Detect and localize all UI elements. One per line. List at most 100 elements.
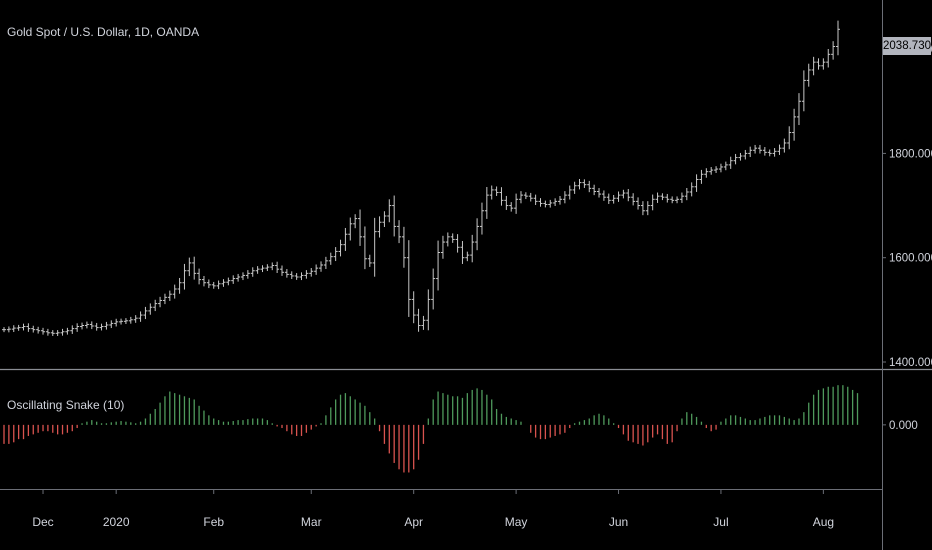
time-tick-label: Dec: [32, 515, 53, 529]
price-bar: [494, 186, 499, 196]
price-bar: [489, 185, 494, 200]
price-bar: [684, 187, 689, 201]
time-tick-label: Feb: [203, 515, 224, 529]
price-bar: [484, 186, 489, 219]
price-bar: [128, 316, 133, 324]
price-bar: [358, 209, 363, 246]
price-bar: [148, 303, 153, 315]
price-bar: [143, 306, 148, 320]
price-axis[interactable]: 1400.0001600.0001800.0002000.000: [882, 44, 932, 369]
price-bar: [294, 273, 299, 280]
price-bar: [548, 199, 553, 208]
price-bar: [236, 273, 241, 282]
price-bar: [631, 193, 636, 206]
price-bar: [387, 199, 392, 223]
price-bar: [465, 251, 470, 262]
price-bar: [562, 191, 567, 204]
price-bar: [538, 198, 543, 207]
price-bar: [626, 189, 631, 202]
price-bar: [16, 324, 21, 331]
price-bar: [319, 261, 324, 272]
price-bar: [553, 198, 558, 207]
price-bar: [723, 161, 728, 171]
price-bar: [411, 291, 416, 324]
price-bar: [801, 70, 806, 112]
price-bar: [601, 190, 606, 201]
price-bar: [55, 330, 60, 337]
price-bar: [650, 194, 655, 211]
price-bar: [314, 264, 319, 275]
price-bar: [260, 265, 265, 273]
price-bar: [280, 265, 284, 276]
price-bar: [36, 326, 41, 334]
price-bar: [245, 270, 250, 279]
price-bar: [255, 266, 260, 274]
price-bar: [440, 235, 445, 259]
price-bar: [782, 138, 787, 153]
price-bar: [372, 217, 377, 277]
price-bar: [192, 256, 197, 280]
price-bar: [606, 193, 611, 204]
price-bar: [304, 270, 309, 279]
price-bar: [816, 58, 821, 70]
price-bar: [309, 268, 314, 277]
price-bar: [509, 202, 514, 212]
price-bar: [41, 327, 46, 335]
price-bar: [26, 323, 31, 332]
price-tick-label: 1400.000: [889, 357, 932, 369]
time-axis[interactable]: Dec 2020 Feb Mar Apr May Jun Jul Aug: [32, 490, 834, 529]
price-bar: [645, 201, 650, 216]
price-bar: [572, 181, 577, 194]
price-bar: [831, 41, 836, 60]
price-bar: [728, 156, 733, 169]
price-bar: [367, 254, 372, 267]
price-bar: [528, 192, 533, 202]
price-bar: [670, 196, 675, 204]
price-bar: [270, 262, 275, 271]
price-bar: [499, 187, 504, 206]
price-bar: [338, 239, 343, 257]
price-bar: [206, 279, 211, 289]
price-bar: [226, 277, 231, 286]
price-bar: [182, 263, 187, 290]
price-bar: [767, 149, 772, 157]
price-bar: [714, 166, 719, 173]
price-bar: [177, 277, 182, 294]
time-tick-label: Jul: [713, 515, 728, 529]
price-bar: [289, 271, 294, 280]
price-bar: [250, 267, 255, 277]
indicator-title[interactable]: Oscillating Snake (10): [7, 398, 125, 412]
price-bar: [45, 328, 50, 336]
price-bar: [475, 218, 480, 251]
price-bar: [577, 178, 582, 190]
price-bar: [636, 197, 641, 210]
indicator-axis[interactable]: 0.000: [882, 420, 918, 432]
price-bar: [362, 226, 367, 270]
symbol-title[interactable]: Gold Spot / U.S. Dollar, 1D, OANDA: [7, 25, 200, 39]
indicator-pane[interactable]: [3, 385, 859, 473]
price-bar: [470, 234, 475, 263]
time-tick-label: Jun: [609, 515, 628, 529]
price-bar: [592, 184, 597, 196]
price-bar: [6, 326, 11, 333]
price-bar: [123, 318, 128, 325]
price-bar: [153, 299, 158, 312]
time-tick-label: Aug: [813, 515, 834, 529]
price-bar: [431, 268, 436, 310]
price-bar: [455, 234, 460, 253]
price-bar: [158, 296, 163, 308]
price-bar: [167, 290, 172, 301]
price-bar: [821, 58, 826, 70]
price-pane[interactable]: [2, 20, 840, 337]
price-bar: [392, 195, 397, 237]
price-bar: [611, 195, 616, 204]
price-bar: [709, 167, 714, 175]
price-bar: [436, 240, 441, 291]
price-bar: [450, 233, 455, 243]
price-bar: [328, 252, 333, 265]
price-bar: [353, 214, 358, 229]
price-bar: [523, 192, 528, 200]
price-bar: [757, 144, 762, 154]
